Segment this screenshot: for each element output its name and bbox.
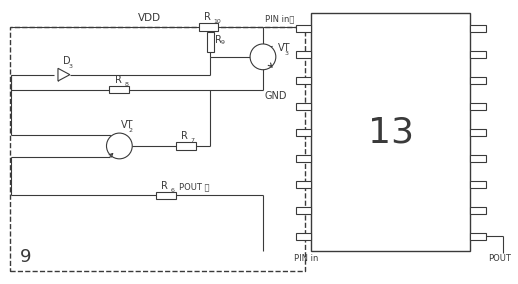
Bar: [470, 233, 486, 239]
Bar: [198, 23, 219, 31]
Bar: [296, 77, 311, 83]
Text: POUT: POUT: [488, 254, 511, 263]
Text: 2: 2: [128, 128, 132, 133]
Text: 7: 7: [191, 138, 195, 143]
Bar: [296, 181, 311, 187]
Text: VT: VT: [278, 43, 290, 53]
Text: R: R: [115, 75, 122, 85]
Circle shape: [107, 133, 132, 159]
Text: 13: 13: [368, 115, 414, 149]
Bar: [470, 181, 486, 187]
Bar: [109, 85, 130, 93]
Text: 9: 9: [220, 41, 224, 45]
Text: VDD: VDD: [137, 13, 161, 23]
Bar: [470, 51, 486, 58]
Text: VT: VT: [121, 120, 134, 130]
Bar: [311, 13, 470, 251]
Bar: [470, 25, 486, 32]
Text: 3: 3: [285, 51, 289, 56]
Bar: [296, 154, 311, 162]
Bar: [296, 51, 311, 58]
Bar: [156, 191, 176, 199]
Text: R: R: [181, 131, 188, 141]
Text: 9: 9: [20, 248, 31, 266]
Bar: [470, 154, 486, 162]
Text: GND: GND: [265, 91, 287, 101]
Circle shape: [250, 44, 276, 70]
Bar: [296, 129, 311, 135]
Text: 6: 6: [171, 187, 175, 193]
Bar: [296, 207, 311, 214]
Bar: [296, 103, 311, 110]
Text: R: R: [204, 12, 211, 22]
Bar: [207, 32, 214, 52]
Bar: [176, 142, 196, 150]
Bar: [296, 25, 311, 32]
Bar: [470, 207, 486, 214]
Text: 10: 10: [213, 19, 221, 24]
Text: D: D: [63, 56, 70, 66]
Bar: [470, 77, 486, 83]
Bar: [10, 27, 305, 271]
Text: PIN in: PIN in: [294, 254, 318, 263]
Text: PIN in端: PIN in端: [265, 14, 294, 23]
Text: R: R: [215, 35, 222, 45]
Text: R: R: [162, 181, 168, 191]
Bar: [470, 129, 486, 135]
Polygon shape: [58, 68, 70, 81]
Text: 8: 8: [124, 82, 128, 87]
Text: 3: 3: [69, 64, 73, 69]
Bar: [296, 233, 311, 239]
Text: POUT 端: POUT 端: [179, 183, 209, 191]
Bar: [470, 103, 486, 110]
